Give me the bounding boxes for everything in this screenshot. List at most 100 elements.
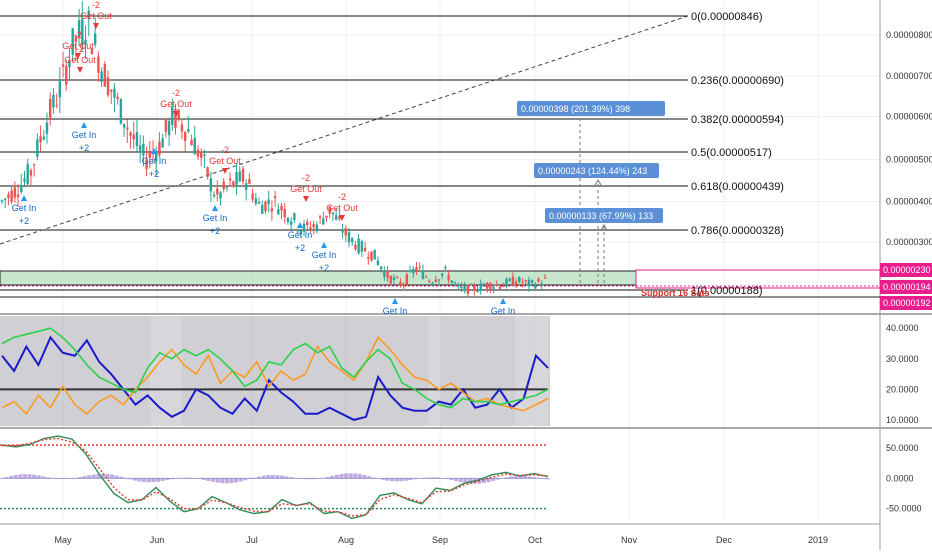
candle-body	[42, 136, 45, 140]
candle-body	[392, 277, 396, 280]
candle-body	[386, 270, 389, 279]
candle-body	[318, 216, 322, 218]
candle-body	[122, 123, 126, 128]
candle-body	[155, 152, 158, 162]
target-label-box	[517, 101, 665, 116]
candle-body	[373, 249, 376, 260]
candle-body	[508, 278, 511, 281]
candle-body	[264, 201, 267, 212]
candle-body	[61, 64, 65, 67]
sell-signal-top: -2	[338, 192, 346, 202]
sell-arrow	[303, 196, 309, 202]
candle-body	[103, 64, 107, 87]
candle-body	[254, 198, 258, 204]
price-tick-label: 0.00000500	[886, 154, 932, 164]
sell-signal-bottom: Get Out	[326, 203, 358, 213]
candle-body	[39, 136, 42, 142]
candle-body	[20, 185, 23, 193]
candle-body	[97, 56, 100, 73]
candle-body	[23, 178, 26, 182]
price-tick-label: 0.00000600	[886, 112, 932, 122]
oscillator-tick-label: 0.0000	[886, 473, 914, 483]
month-tick-label: Aug	[338, 535, 354, 545]
dmi-tick-label: 40.0000	[886, 323, 919, 333]
candle-body	[476, 290, 479, 292]
candle-body	[309, 227, 312, 231]
candle-body	[16, 194, 20, 197]
buy-arrow	[321, 242, 327, 248]
candle-body	[396, 276, 399, 278]
buy-signal-top: Get In	[72, 130, 97, 140]
candle-body	[389, 275, 392, 284]
target-arrow-head	[594, 179, 602, 186]
candle-body	[203, 154, 206, 157]
candle-body	[360, 241, 364, 252]
buy-signal-top: Get In	[203, 213, 228, 223]
candle-body	[209, 178, 213, 192]
candle-body	[110, 89, 113, 92]
candle-body	[505, 278, 508, 287]
candle-body	[225, 187, 229, 189]
candle-body	[52, 94, 55, 108]
candle-body	[4, 198, 7, 200]
price-panel: 0(0.00000846) 0.236(0.00000690) 0.382(0.00…	[0, 0, 881, 316]
buy-arrow	[297, 222, 303, 228]
candle-body	[450, 280, 454, 283]
candle-body	[77, 20, 81, 37]
candle-body	[530, 279, 534, 283]
candle-body	[180, 124, 184, 132]
candle-body	[444, 267, 447, 269]
dmi-series-line	[1, 335, 549, 421]
month-tick-label: 2019	[808, 535, 828, 545]
price-tag-label: 0.00000194	[883, 282, 931, 292]
sell-arrow	[77, 67, 83, 73]
candle-body	[347, 232, 351, 243]
candle-body	[363, 247, 367, 252]
dmi-tick-label: 20.0000	[886, 384, 919, 394]
candle-body	[45, 122, 49, 134]
candle-body	[511, 276, 515, 287]
candle-body	[370, 251, 373, 261]
target-label-box	[545, 208, 663, 223]
price-tag-label: 0.00000230	[883, 265, 931, 275]
dmi-tick-label: 10.0000	[886, 415, 919, 425]
candle-body	[328, 206, 331, 214]
candle-body	[447, 274, 450, 281]
candle-body	[0, 200, 4, 202]
price-tick-label: 0.00000700	[886, 71, 932, 81]
candle-body	[524, 280, 527, 282]
oscillator-panel	[0, 435, 550, 520]
candle-body	[90, 48, 94, 55]
candle-body	[81, 18, 84, 46]
month-tick-label: Jul	[246, 535, 258, 545]
fib-level-label: 1(0.00000188)	[691, 285, 763, 297]
price-tick-label: 0.00000400	[886, 196, 932, 206]
candle-body	[492, 286, 495, 289]
dmi-series-line	[1, 336, 549, 416]
target-label-text: 0.00000243 (124.44%) 243	[538, 166, 647, 176]
oscillator-series-line	[2, 437, 549, 517]
candle-body	[26, 164, 29, 184]
target-arrow-head	[600, 224, 608, 231]
candle-body	[10, 190, 13, 202]
buy-signal-bottom: +2	[210, 226, 220, 236]
buy-arrow	[151, 148, 157, 154]
candle-body	[469, 284, 473, 286]
candle-body	[434, 279, 437, 282]
buy-signal-top: Get In	[491, 306, 516, 316]
candle-body	[344, 228, 347, 236]
buy-signal-top: Get In	[142, 156, 167, 166]
dmi-series-line	[1, 327, 549, 409]
candle-body	[196, 149, 200, 157]
candle-body	[306, 221, 309, 226]
candle-body	[267, 199, 270, 205]
target-box	[635, 269, 881, 289]
candle-body	[84, 39, 87, 45]
candle-body	[312, 224, 315, 228]
sell-arrow	[339, 215, 345, 221]
candle-body	[29, 170, 33, 176]
candle-body	[142, 143, 145, 156]
candle-body	[498, 286, 502, 289]
